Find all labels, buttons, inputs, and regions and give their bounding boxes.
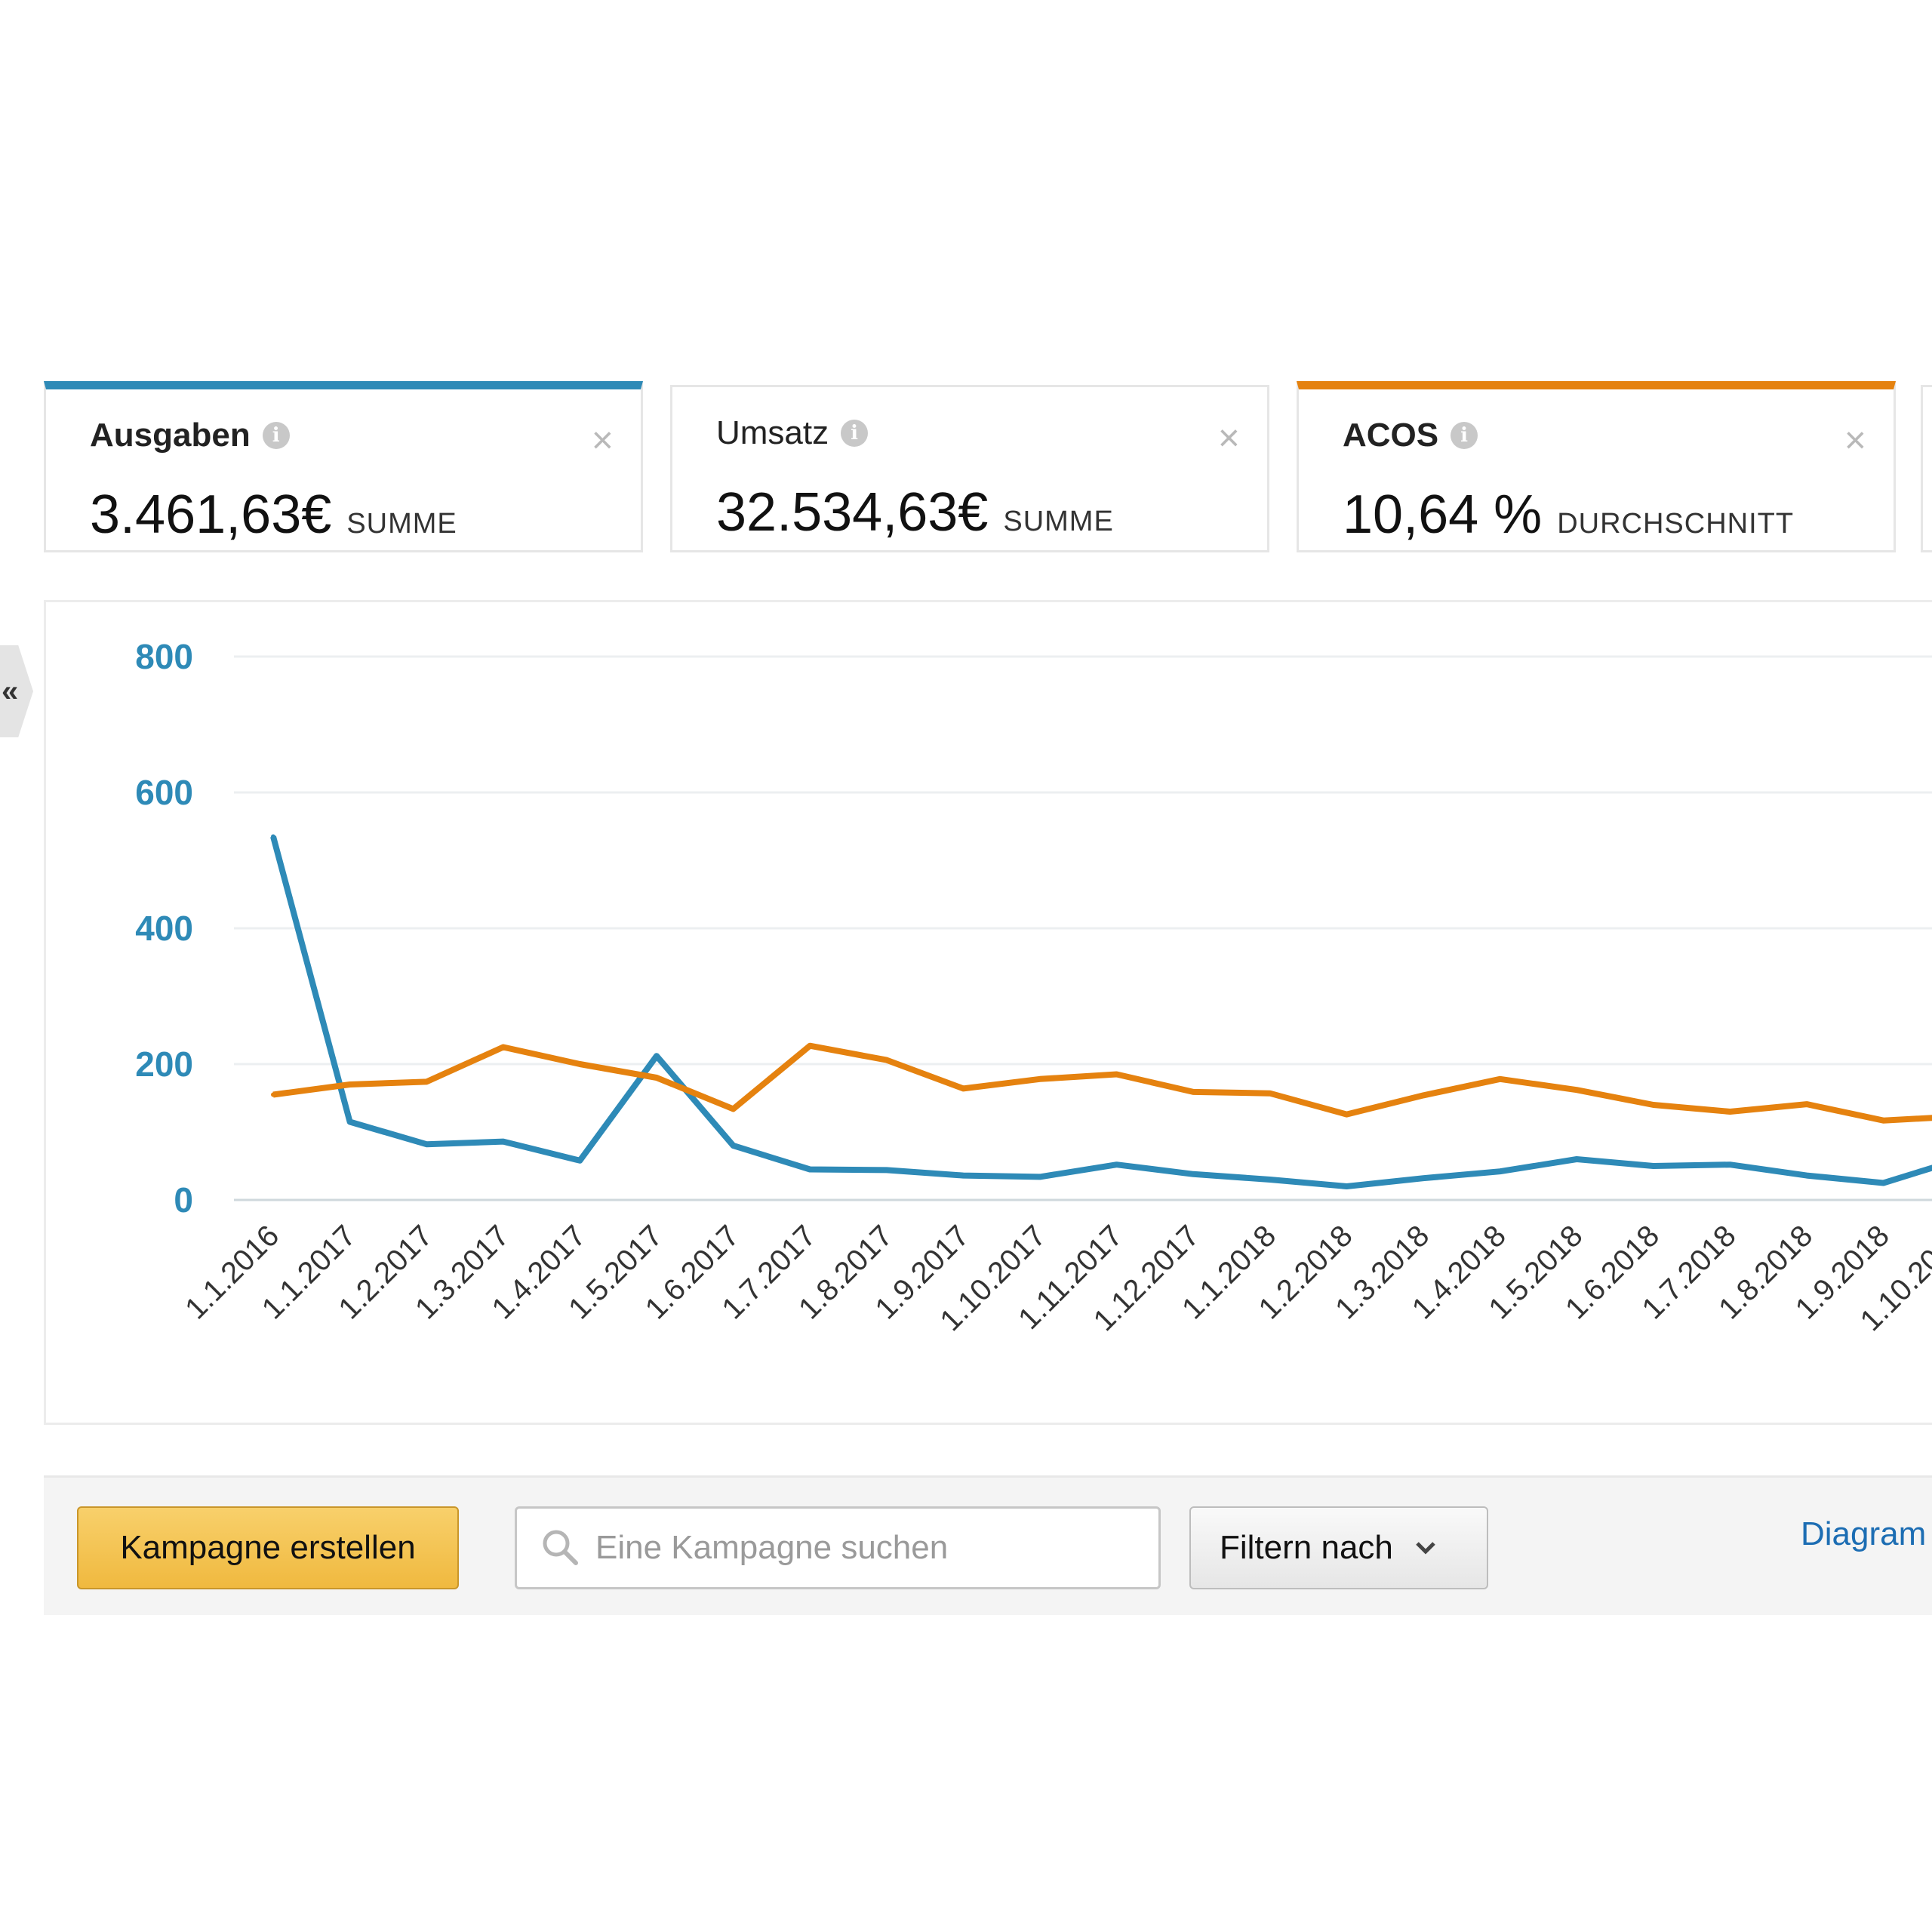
series-point xyxy=(500,1044,506,1050)
series-point xyxy=(1651,1164,1656,1168)
series-point xyxy=(1421,1093,1426,1098)
y-tick-label: 0 xyxy=(174,1180,193,1220)
series-point xyxy=(577,1062,583,1066)
metric-label-text: Ausgaben xyxy=(90,417,251,454)
series-point xyxy=(424,1142,429,1147)
series-point xyxy=(271,834,275,839)
series-point xyxy=(884,1057,889,1063)
metric-label-text: ACOS xyxy=(1343,417,1439,454)
metric-number: 10,64 % xyxy=(1343,485,1543,545)
series-point xyxy=(347,1119,352,1124)
series-point xyxy=(961,1086,966,1091)
metric-card-acos[interactable]: ACOS i × 10,64 % DURCHSCHNITT xyxy=(1297,381,1896,552)
close-icon[interactable]: × xyxy=(1844,419,1866,461)
metric-label: Umsatz i xyxy=(716,414,869,452)
series-point xyxy=(961,1173,966,1178)
series-point xyxy=(1191,1089,1196,1094)
metric-card-ausgaben[interactable]: Ausgaben i × 3.461,63€ SUMME xyxy=(44,381,643,552)
y-tick-label: 400 xyxy=(135,909,193,948)
campaign-toolbar: Kampagne erstellen Eine Kampagne suchen … xyxy=(44,1475,1932,1615)
series-line-1 xyxy=(272,1042,1932,1124)
series-point xyxy=(654,1075,659,1080)
series-point xyxy=(1421,1176,1426,1181)
series-point xyxy=(1881,1118,1886,1123)
y-tick-label: 800 xyxy=(135,637,193,676)
metric-label: ACOS i xyxy=(1343,417,1478,454)
series-point xyxy=(577,1158,583,1163)
series-point xyxy=(1344,1112,1349,1117)
info-icon[interactable]: i xyxy=(262,422,290,449)
series-point xyxy=(808,1043,813,1048)
series-point xyxy=(731,1143,736,1148)
metric-unit: SUMME xyxy=(1003,506,1114,537)
filter-dropdown-button[interactable]: Filtern nach xyxy=(1189,1506,1488,1589)
line-chart: 02004006008001.1.20161.1.20171.2.20171.3… xyxy=(135,637,1932,1337)
series-point xyxy=(1651,1103,1656,1107)
y-tick-label: 600 xyxy=(135,773,193,812)
metric-label-text: Umsatz xyxy=(716,414,829,451)
create-campaign-button[interactable]: Kampagne erstellen xyxy=(77,1506,459,1589)
series-point xyxy=(1727,1162,1733,1168)
metric-unit: SUMME xyxy=(346,508,457,540)
series-point xyxy=(731,1106,736,1112)
metric-card-partial[interactable] xyxy=(1921,385,1932,552)
series-point xyxy=(1267,1177,1272,1182)
chart-panel xyxy=(44,600,1932,1425)
series-point xyxy=(1114,1072,1119,1077)
series-point xyxy=(654,1054,659,1059)
series-point xyxy=(1038,1174,1042,1180)
metric-card-umsatz[interactable]: Umsatz i × 32.534,63€ SUMME xyxy=(670,385,1269,552)
close-icon[interactable]: × xyxy=(591,419,614,461)
series-point xyxy=(1804,1102,1809,1107)
metric-number: 32.534,63€ xyxy=(716,482,989,543)
series-point xyxy=(1038,1076,1042,1081)
series-point xyxy=(1114,1162,1119,1168)
search-icon xyxy=(543,1530,578,1565)
series-point xyxy=(1497,1076,1503,1081)
y-tick-label: 200 xyxy=(135,1044,193,1084)
series-point xyxy=(1804,1173,1809,1178)
series-point xyxy=(1881,1180,1886,1186)
series-point xyxy=(500,1139,506,1144)
series-point xyxy=(884,1168,889,1173)
filter-label: Filtern nach xyxy=(1220,1529,1393,1566)
collapse-glyph: « xyxy=(2,674,19,708)
metric-value: 3.461,63€ SUMME xyxy=(90,484,457,546)
series-point xyxy=(271,1092,275,1097)
series-point xyxy=(1267,1091,1272,1096)
series-point xyxy=(1574,1157,1580,1161)
info-icon[interactable]: i xyxy=(1451,422,1478,449)
series-point xyxy=(1727,1109,1733,1114)
series-point xyxy=(808,1167,813,1172)
metric-value: 10,64 % DURCHSCHNITT xyxy=(1343,484,1794,546)
close-icon[interactable]: × xyxy=(1217,417,1240,459)
series-point xyxy=(1344,1184,1349,1189)
series-line-0 xyxy=(270,835,1932,1189)
search-input[interactable]: Eine Kampagne suchen xyxy=(515,1506,1161,1589)
metric-value: 32.534,63€ SUMME xyxy=(716,481,1114,543)
series-point xyxy=(1497,1169,1503,1174)
metric-number: 3.461,63€ xyxy=(90,485,332,545)
search-placeholder: Eine Kampagne suchen xyxy=(595,1529,949,1566)
series-point xyxy=(1191,1171,1196,1177)
info-icon[interactable]: i xyxy=(841,420,869,447)
metric-unit: DURCHSCHNITT xyxy=(1557,508,1795,540)
series-point xyxy=(424,1079,429,1084)
diagram-link[interactable]: Diagram xyxy=(1801,1515,1927,1552)
series-point xyxy=(347,1082,352,1087)
series-point xyxy=(1574,1088,1580,1093)
metric-label: Ausgaben i xyxy=(90,417,290,454)
chevron-down-icon xyxy=(1416,1542,1435,1555)
